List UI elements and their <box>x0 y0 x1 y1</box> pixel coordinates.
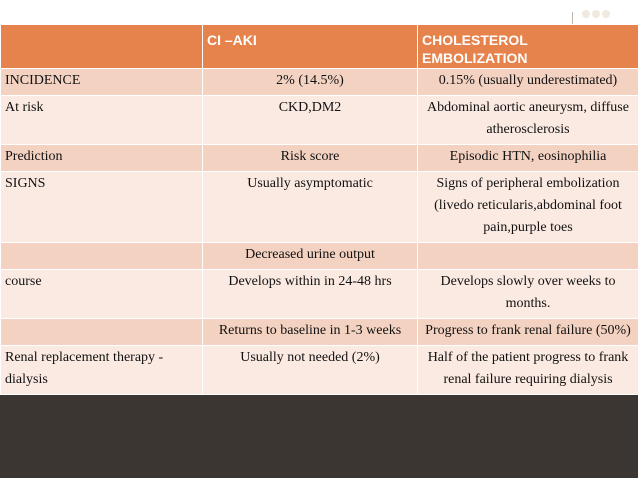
ci-aki-cell: 2% (14.5%) <box>202 68 418 96</box>
cholesterol-cell: Develops slowly over weeks to months. <box>417 269 638 319</box>
cholesterol-cell: Episodic HTN, eosinophilia <box>417 144 638 172</box>
header-col3-line1: CHOLESTEROL <box>422 32 528 48</box>
row-label: SIGNS <box>0 171 203 243</box>
table-row: INCIDENCE 2% (14.5%) 0.15% (usually unde… <box>0 68 638 96</box>
logo-dot <box>592 10 600 18</box>
logo-divider <box>572 12 573 30</box>
ci-aki-cell: Risk score <box>202 144 418 172</box>
row-label <box>0 318 203 346</box>
ci-aki-cell: Decreased urine output <box>202 242 418 270</box>
table-row: Decreased urine output <box>0 242 638 270</box>
comparison-table: CI –AKI CHOLESTEROL EMBOLIZATION INCIDEN… <box>0 24 638 395</box>
ci-aki-cell: Returns to baseline in 1-3 weeks <box>202 318 418 346</box>
logo-dot <box>582 10 590 18</box>
ci-aki-cell: CKD,DM2 <box>202 95 418 145</box>
row-label: Renal replacement therapy -dialysis <box>0 345 203 395</box>
row-label: At risk <box>0 95 203 145</box>
row-label: INCIDENCE <box>0 68 203 96</box>
slide-top-band <box>0 0 638 24</box>
row-label: course <box>0 269 203 319</box>
table-row: Renal replacement therapy -dialysis Usua… <box>0 345 638 395</box>
ci-aki-cell: Develops within in 24-48 hrs <box>202 269 418 319</box>
header-col3-line2: EMBOLIZATION <box>422 50 528 66</box>
row-label <box>0 242 203 270</box>
header-cell-empty <box>0 24 203 69</box>
logo-dot <box>602 10 610 18</box>
header-ci-aki: CI –AKI <box>202 24 418 69</box>
ci-aki-cell: Usually not needed (2%) <box>202 345 418 395</box>
header-cholesterol-embolization: CHOLESTEROL EMBOLIZATION <box>417 24 638 69</box>
cholesterol-cell: Progress to frank renal failure (50%) <box>417 318 638 346</box>
table-row: SIGNS Usually asymptomatic Signs of peri… <box>0 171 638 243</box>
ci-aki-cell: Usually asymptomatic <box>202 171 418 243</box>
table-row: course Develops within in 24-48 hrs Deve… <box>0 269 638 319</box>
table-row: Returns to baseline in 1-3 weeks Progres… <box>0 318 638 346</box>
table-row: At risk CKD,DM2 Abdominal aortic aneurys… <box>0 95 638 145</box>
table-header-row: CI –AKI CHOLESTEROL EMBOLIZATION <box>0 24 638 69</box>
table-row: Prediction Risk score Episodic HTN, eosi… <box>0 144 638 172</box>
cholesterol-cell: Abdominal aortic aneurysm, diffuse ather… <box>417 95 638 145</box>
cholesterol-cell: Half of the patient progress to frank re… <box>417 345 638 395</box>
cholesterol-cell: 0.15% (usually underestimated) <box>417 68 638 96</box>
row-label: Prediction <box>0 144 203 172</box>
cholesterol-cell: Signs of peripheral embolization (livedo… <box>417 171 638 243</box>
cholesterol-cell <box>417 242 638 270</box>
